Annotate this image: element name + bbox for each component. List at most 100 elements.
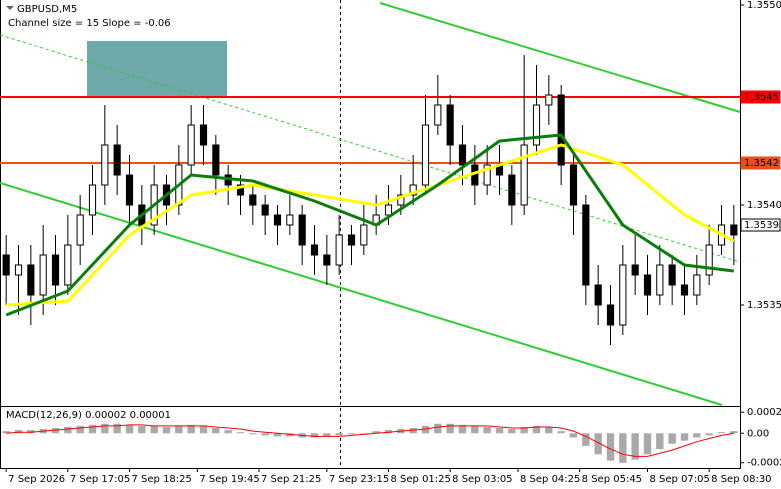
- channel-upper: [379, 2, 741, 113]
- macd-bar: [51, 428, 60, 434]
- macd-bar: [372, 431, 380, 434]
- candle-body: [273, 214, 282, 226]
- macd-bar: [557, 431, 565, 434]
- candle-body: [88, 184, 97, 216]
- candle-body: [199, 124, 208, 146]
- candle-body: [113, 144, 121, 176]
- macd-bar: [730, 431, 738, 434]
- y-tick-label: -0.00028: [747, 458, 781, 469]
- moving-average: [5, 133, 735, 317]
- candle-body: [483, 164, 491, 186]
- chart-subtitle: Channel size = 15 Slope = -0.06: [8, 18, 171, 29]
- macd-bar: [643, 433, 652, 455]
- macd-bar: [520, 426, 528, 434]
- x-tick-label: 7 Sep 17:05: [70, 474, 130, 485]
- macd-bar: [680, 433, 689, 441]
- macd-bar: [150, 425, 158, 434]
- candle-body: [421, 124, 430, 186]
- macd-bar: [606, 433, 615, 461]
- candle-body: [545, 94, 553, 106]
- candle-body: [532, 104, 541, 146]
- macd-bar: [212, 428, 220, 434]
- x-tick-label: 7 Sep 19:45: [199, 474, 259, 485]
- macd-bar: [14, 430, 23, 434]
- candle-body: [656, 264, 664, 296]
- macd-bar: [656, 433, 664, 450]
- candle-body: [39, 254, 47, 296]
- candle-body: [286, 214, 294, 226]
- macd-bar: [138, 425, 146, 434]
- macd-bar: [113, 423, 121, 434]
- candle-body: [125, 174, 134, 206]
- candle-body: [557, 94, 565, 166]
- candle-body: [236, 184, 245, 196]
- macd-signal: [6, 424, 734, 457]
- y-tick-label: 1.3550: [747, 0, 781, 11]
- macd-title: MACD(12,26,9) 0.00002 0.00001: [6, 410, 171, 421]
- macd-bar: [162, 426, 171, 434]
- y-tick-label: 0.0002: [747, 407, 781, 418]
- macd-bar: [384, 430, 393, 434]
- macd-bar: [323, 433, 331, 437]
- macd-bar: [286, 433, 294, 437]
- macd-bar: [495, 428, 504, 434]
- macd-bar: [187, 424, 195, 434]
- macd-bar: [693, 433, 701, 438]
- price-label-box: [740, 218, 781, 232]
- macd-bar: [545, 426, 553, 434]
- candle-body: [360, 224, 368, 246]
- candle-body: [249, 194, 257, 206]
- x-tick-label: 8 Sep 05:45: [582, 474, 642, 485]
- x-tick-label: 8 Sep 07:05: [650, 474, 710, 485]
- macd-bar: [532, 425, 541, 434]
- macd-bar: [2, 431, 10, 434]
- macd-bar: [224, 430, 232, 434]
- price-label: 1.3545: [744, 92, 779, 103]
- macd-bar: [249, 433, 257, 435]
- moving-average: [6, 143, 735, 307]
- zone: [87, 41, 227, 98]
- macd-bar: [483, 426, 491, 434]
- macd-bar: [569, 433, 578, 438]
- candle-body: [27, 264, 35, 296]
- candle-body: [730, 224, 738, 236]
- macd-bar: [175, 425, 183, 434]
- macd-bar: [582, 433, 590, 446]
- candle-body: [2, 254, 10, 276]
- price-label: 1.3539: [744, 220, 779, 231]
- candle-body: [594, 284, 602, 306]
- candle-body: [508, 174, 516, 206]
- x-tick-label: 8 Sep 01:25: [391, 474, 451, 485]
- macd-bar: [27, 430, 35, 434]
- candle-body: [384, 204, 393, 216]
- candle-body: [397, 194, 405, 206]
- macd-bar: [619, 433, 627, 463]
- candle-body: [631, 264, 639, 276]
- candle-body: [14, 264, 23, 276]
- x-tick-label: 8 Sep 08:30: [711, 474, 771, 485]
- candle-body: [569, 164, 578, 206]
- macd-bar: [310, 433, 319, 438]
- macd-bar: [360, 433, 368, 434]
- candle-body: [409, 184, 417, 196]
- candle-body: [705, 244, 713, 276]
- x-tick-label: 7 Sep 18:25: [132, 474, 192, 485]
- price-label: 1.3542: [744, 158, 779, 169]
- macd-bar: [101, 423, 109, 434]
- macd-bar: [347, 433, 356, 435]
- macd-bar: [76, 425, 84, 434]
- macd-bar: [335, 433, 343, 436]
- macd-bar: [446, 423, 454, 434]
- candle-body: [212, 144, 220, 176]
- symbol-icon: [6, 6, 14, 10]
- x-tick-label: 7 Sep 21:25: [261, 474, 321, 485]
- candle-body: [643, 274, 652, 296]
- candle-body: [51, 254, 60, 286]
- macd-bar: [125, 424, 134, 434]
- y-tick-label: 1.3535: [747, 300, 781, 311]
- macd-bar: [236, 432, 245, 434]
- candle-body: [458, 144, 467, 166]
